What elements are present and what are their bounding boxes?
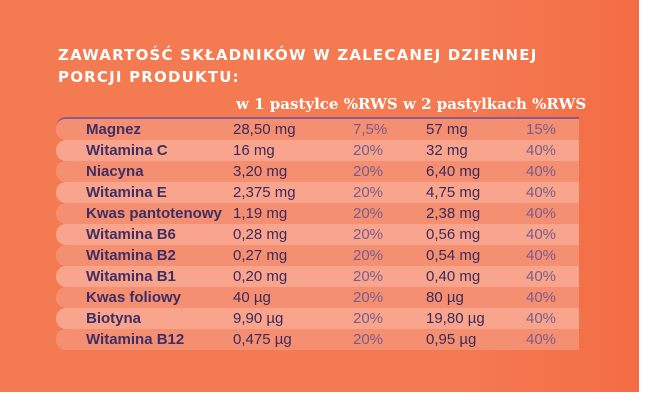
panel-title: ZAWARTOŚĆ SKŁADNIKÓW W ZALECANEJ DZIENNE… — [58, 44, 578, 88]
amount-1-pastille: 9,90 µg — [233, 309, 284, 327]
title-line-2: PORCJI PRODUKTU: — [58, 68, 240, 86]
nutrient-name: Witamina E — [86, 183, 167, 201]
amount-2-pastilles: 2,38 mg — [426, 204, 481, 222]
table-row: Niacyna 3,20 mg 20% 6,40 mg 40% — [56, 160, 579, 182]
rws-2-pastilles: 40% — [526, 246, 557, 264]
nutrient-name: Kwas foliowy — [86, 288, 182, 306]
amount-1-pastille: 16 mg — [233, 141, 275, 159]
table-row: Kwas pantotenowy 1,19 mg 20% 2,38 mg 40% — [56, 202, 579, 224]
rws-2-pastilles: 40% — [526, 309, 557, 327]
rws-2-pastilles: 15% — [526, 120, 557, 138]
amount-1-pastille: 28,50 mg — [233, 120, 296, 138]
rws-1-pastille: 20% — [353, 225, 384, 243]
amount-2-pastilles: 19,80 µg — [426, 309, 485, 327]
rws-2-pastilles: 40% — [526, 183, 557, 201]
rws-2-pastilles: 40% — [526, 162, 557, 180]
amount-1-pastille: 0,28 mg — [233, 225, 288, 243]
rws-1-pastille: 20% — [353, 141, 384, 159]
rws-1-pastille: 20% — [353, 204, 384, 222]
nutrient-name: Witamina B1 — [86, 267, 176, 285]
amount-2-pastilles: 4,75 mg — [426, 183, 481, 201]
amount-2-pastilles: 80 µg — [426, 288, 464, 306]
table-row: Kwas foliowy 40 µg 20% 80 µg 40% — [56, 286, 579, 308]
rws-1-pastille: 20% — [353, 246, 384, 264]
nutrient-table: Magnez 28,50 mg 7,5% 57 mg 15% Witamina … — [56, 117, 579, 350]
nutrient-name: Witamina B6 — [86, 225, 176, 243]
amount-2-pastilles: 0,54 mg — [426, 246, 481, 264]
amount-2-pastilles: 6,40 mg — [426, 162, 481, 180]
amount-1-pastille: 0,475 µg — [233, 330, 292, 348]
right-margin — [639, 0, 653, 402]
rws-2-pastilles: 40% — [526, 267, 557, 285]
rws-2-pastilles: 40% — [526, 288, 557, 306]
rws-2-pastilles: 40% — [526, 225, 557, 243]
amount-1-pastille: 40 µg — [233, 288, 271, 306]
rws-2-pastilles: 40% — [526, 330, 557, 348]
title-line-1: ZAWARTOŚĆ SKŁADNIKÓW W ZALECANEJ DZIENNE… — [58, 46, 538, 64]
bottom-margin — [0, 392, 653, 402]
table-row: Witamina B12 0,475 µg 20% 0,95 µg 40% — [56, 328, 579, 350]
rws-1-pastille: 20% — [353, 330, 384, 348]
amount-1-pastille: 0,27 mg — [233, 246, 288, 264]
table-row: Biotyna 9,90 µg 20% 19,80 µg 40% — [56, 307, 579, 329]
rws-1-pastille: 7,5% — [353, 120, 388, 138]
rws-1-pastille: 20% — [353, 267, 384, 285]
rws-1-pastille: 20% — [353, 309, 384, 327]
amount-2-pastilles: 0,56 mg — [426, 225, 481, 243]
rws-2-pastilles: 40% — [526, 141, 557, 159]
amount-1-pastille: 3,20 mg — [233, 162, 288, 180]
amount-2-pastilles: 32 mg — [426, 141, 468, 159]
nutrient-name: Witamina C — [86, 141, 168, 159]
rws-2-pastilles: 40% — [526, 204, 557, 222]
nutrient-name: Witamina B2 — [86, 246, 176, 264]
table-row: Witamina B2 0,27 mg 20% 0,54 mg 40% — [56, 244, 579, 266]
amount-1-pastille: 1,19 mg — [233, 204, 288, 222]
amount-1-pastille: 2,375 mg — [233, 183, 296, 201]
rws-1-pastille: 20% — [353, 288, 384, 306]
amount-1-pastille: 0,20 mg — [233, 267, 288, 285]
table-row: Witamina C 16 mg 20% 32 mg 40% — [56, 139, 579, 161]
nutrient-name: Biotyna — [86, 309, 142, 327]
nutrition-panel: ZAWARTOŚĆ SKŁADNIKÓW W ZALECANEJ DZIENNE… — [0, 0, 639, 392]
nutrient-name: Kwas pantotenowy — [86, 204, 222, 222]
amount-2-pastilles: 0,40 mg — [426, 267, 481, 285]
table-row: Magnez 28,50 mg 7,5% 57 mg 15% — [56, 117, 579, 140]
table-header: w 1 pastylce %RWS w 2 pastylkach %RWS — [236, 95, 587, 113]
table-row: Witamina E 2,375 mg 20% 4,75 mg 40% — [56, 181, 579, 203]
nutrient-name: Witamina B12 — [86, 330, 185, 348]
nutrient-name: Niacyna — [86, 162, 144, 180]
amount-2-pastilles: 0,95 µg — [426, 330, 477, 348]
rws-1-pastille: 20% — [353, 183, 384, 201]
table-row: Witamina B1 0,20 mg 20% 0,40 mg 40% — [56, 265, 579, 287]
rws-1-pastille: 20% — [353, 162, 384, 180]
nutrient-name: Magnez — [86, 120, 142, 138]
amount-2-pastilles: 57 mg — [426, 120, 468, 138]
table-row: Witamina B6 0,28 mg 20% 0,56 mg 40% — [56, 223, 579, 245]
